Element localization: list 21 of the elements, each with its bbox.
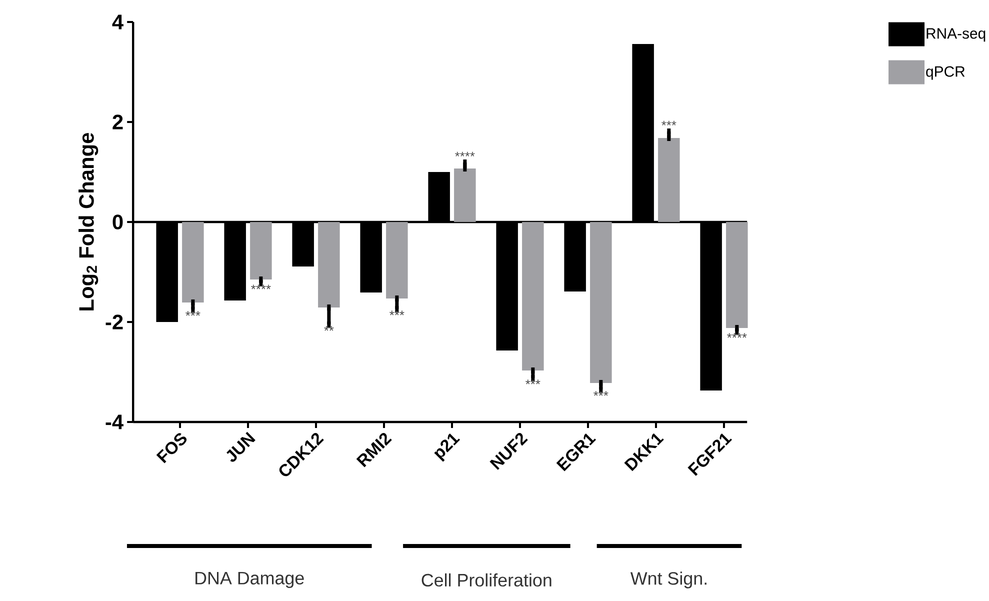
- y-tick-label: 0: [112, 214, 123, 230]
- x-tick-label: p21: [434, 433, 460, 462]
- y-tick-label: -4: [106, 414, 124, 430]
- text: Cell Proliferation: [422, 573, 552, 587]
- y-axis-title: Log$_{2}$ Fold Change: [78, 132, 98, 310]
- annotation: **: [324, 326, 334, 331]
- y-tick-label: 2: [112, 114, 123, 130]
- legend-label: qPCR: [926, 66, 965, 80]
- y-tick-label: 4: [112, 14, 124, 30]
- annotation: ****: [455, 152, 475, 156]
- annotation: ***: [662, 120, 676, 126]
- y-tick-label: -2: [106, 314, 123, 330]
- annotation: ***: [186, 311, 200, 316]
- annotation: ***: [594, 391, 608, 396]
- annotation: ****: [727, 333, 747, 338]
- annotation: ****: [251, 284, 271, 290]
- text: Wnt Sign.: [630, 572, 706, 588]
- annotation: ***: [526, 380, 540, 384]
- legend-label: RNA-seq: [926, 28, 986, 42]
- text: DNA Damage: [196, 572, 304, 588]
- annotation: ***: [390, 310, 404, 316]
